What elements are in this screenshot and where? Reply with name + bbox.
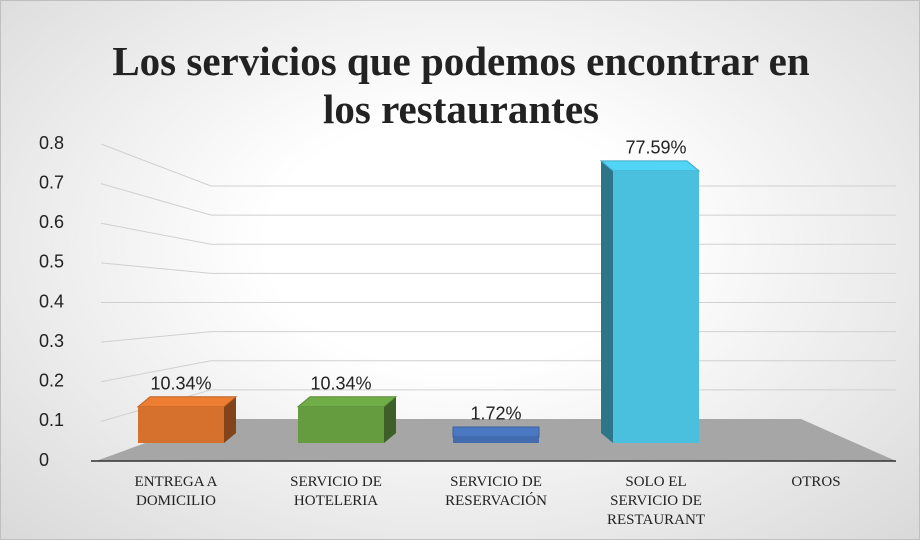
- bar: [452, 426, 540, 443]
- y-tick-label: 0.1: [39, 410, 64, 430]
- x-tick-label: SERVICIO DE RESERVACIÓN: [445, 474, 547, 509]
- grid-line: [100, 183, 896, 216]
- y-tick-label: 0.4: [39, 291, 64, 311]
- bar-front: [138, 406, 224, 443]
- bar-top: [296, 396, 398, 408]
- bar-front: [453, 436, 539, 443]
- y-tick-label: 0.5: [39, 252, 64, 272]
- grid-line: [100, 331, 896, 343]
- bar-side: [601, 160, 613, 443]
- data-label: 77.59%: [625, 138, 686, 158]
- bar: [296, 396, 398, 443]
- grid-line: [100, 143, 896, 187]
- y-tick-label: 0: [39, 450, 49, 470]
- bar-top: [452, 426, 540, 438]
- grid-line: [100, 222, 896, 245]
- x-tick-label: OTROS: [791, 474, 841, 490]
- bar-side: [384, 396, 396, 443]
- y-tick-label: 0.3: [39, 331, 64, 351]
- grid-line: [100, 262, 896, 274]
- bar-top: [136, 396, 238, 408]
- y-tick-label: 0.7: [39, 172, 64, 192]
- data-label: 1.72%: [470, 404, 521, 424]
- bar-top: [599, 160, 701, 172]
- x-tick-label: SERVICIO DE HOTELERIA: [290, 474, 382, 509]
- bar-front: [613, 170, 699, 443]
- bar-front: [298, 406, 384, 443]
- y-tick-label: 0.6: [39, 212, 64, 232]
- x-tick-label: SOLO EL SERVICIO DE RESTAURANT: [607, 474, 705, 528]
- grid-line: [100, 360, 896, 383]
- x-tick-label: ENTREGA A DOMICILIO: [134, 474, 218, 509]
- data-label: 10.34%: [150, 373, 211, 393]
- y-tick-label: 0.2: [39, 371, 64, 391]
- bar: [136, 396, 238, 443]
- chart-title: Los servicios que podemos encontrar en l…: [112, 38, 810, 132]
- bar-side: [224, 396, 236, 443]
- bar: [599, 160, 701, 443]
- data-label: 10.34%: [310, 373, 371, 393]
- y-tick-label: 0.8: [39, 133, 64, 153]
